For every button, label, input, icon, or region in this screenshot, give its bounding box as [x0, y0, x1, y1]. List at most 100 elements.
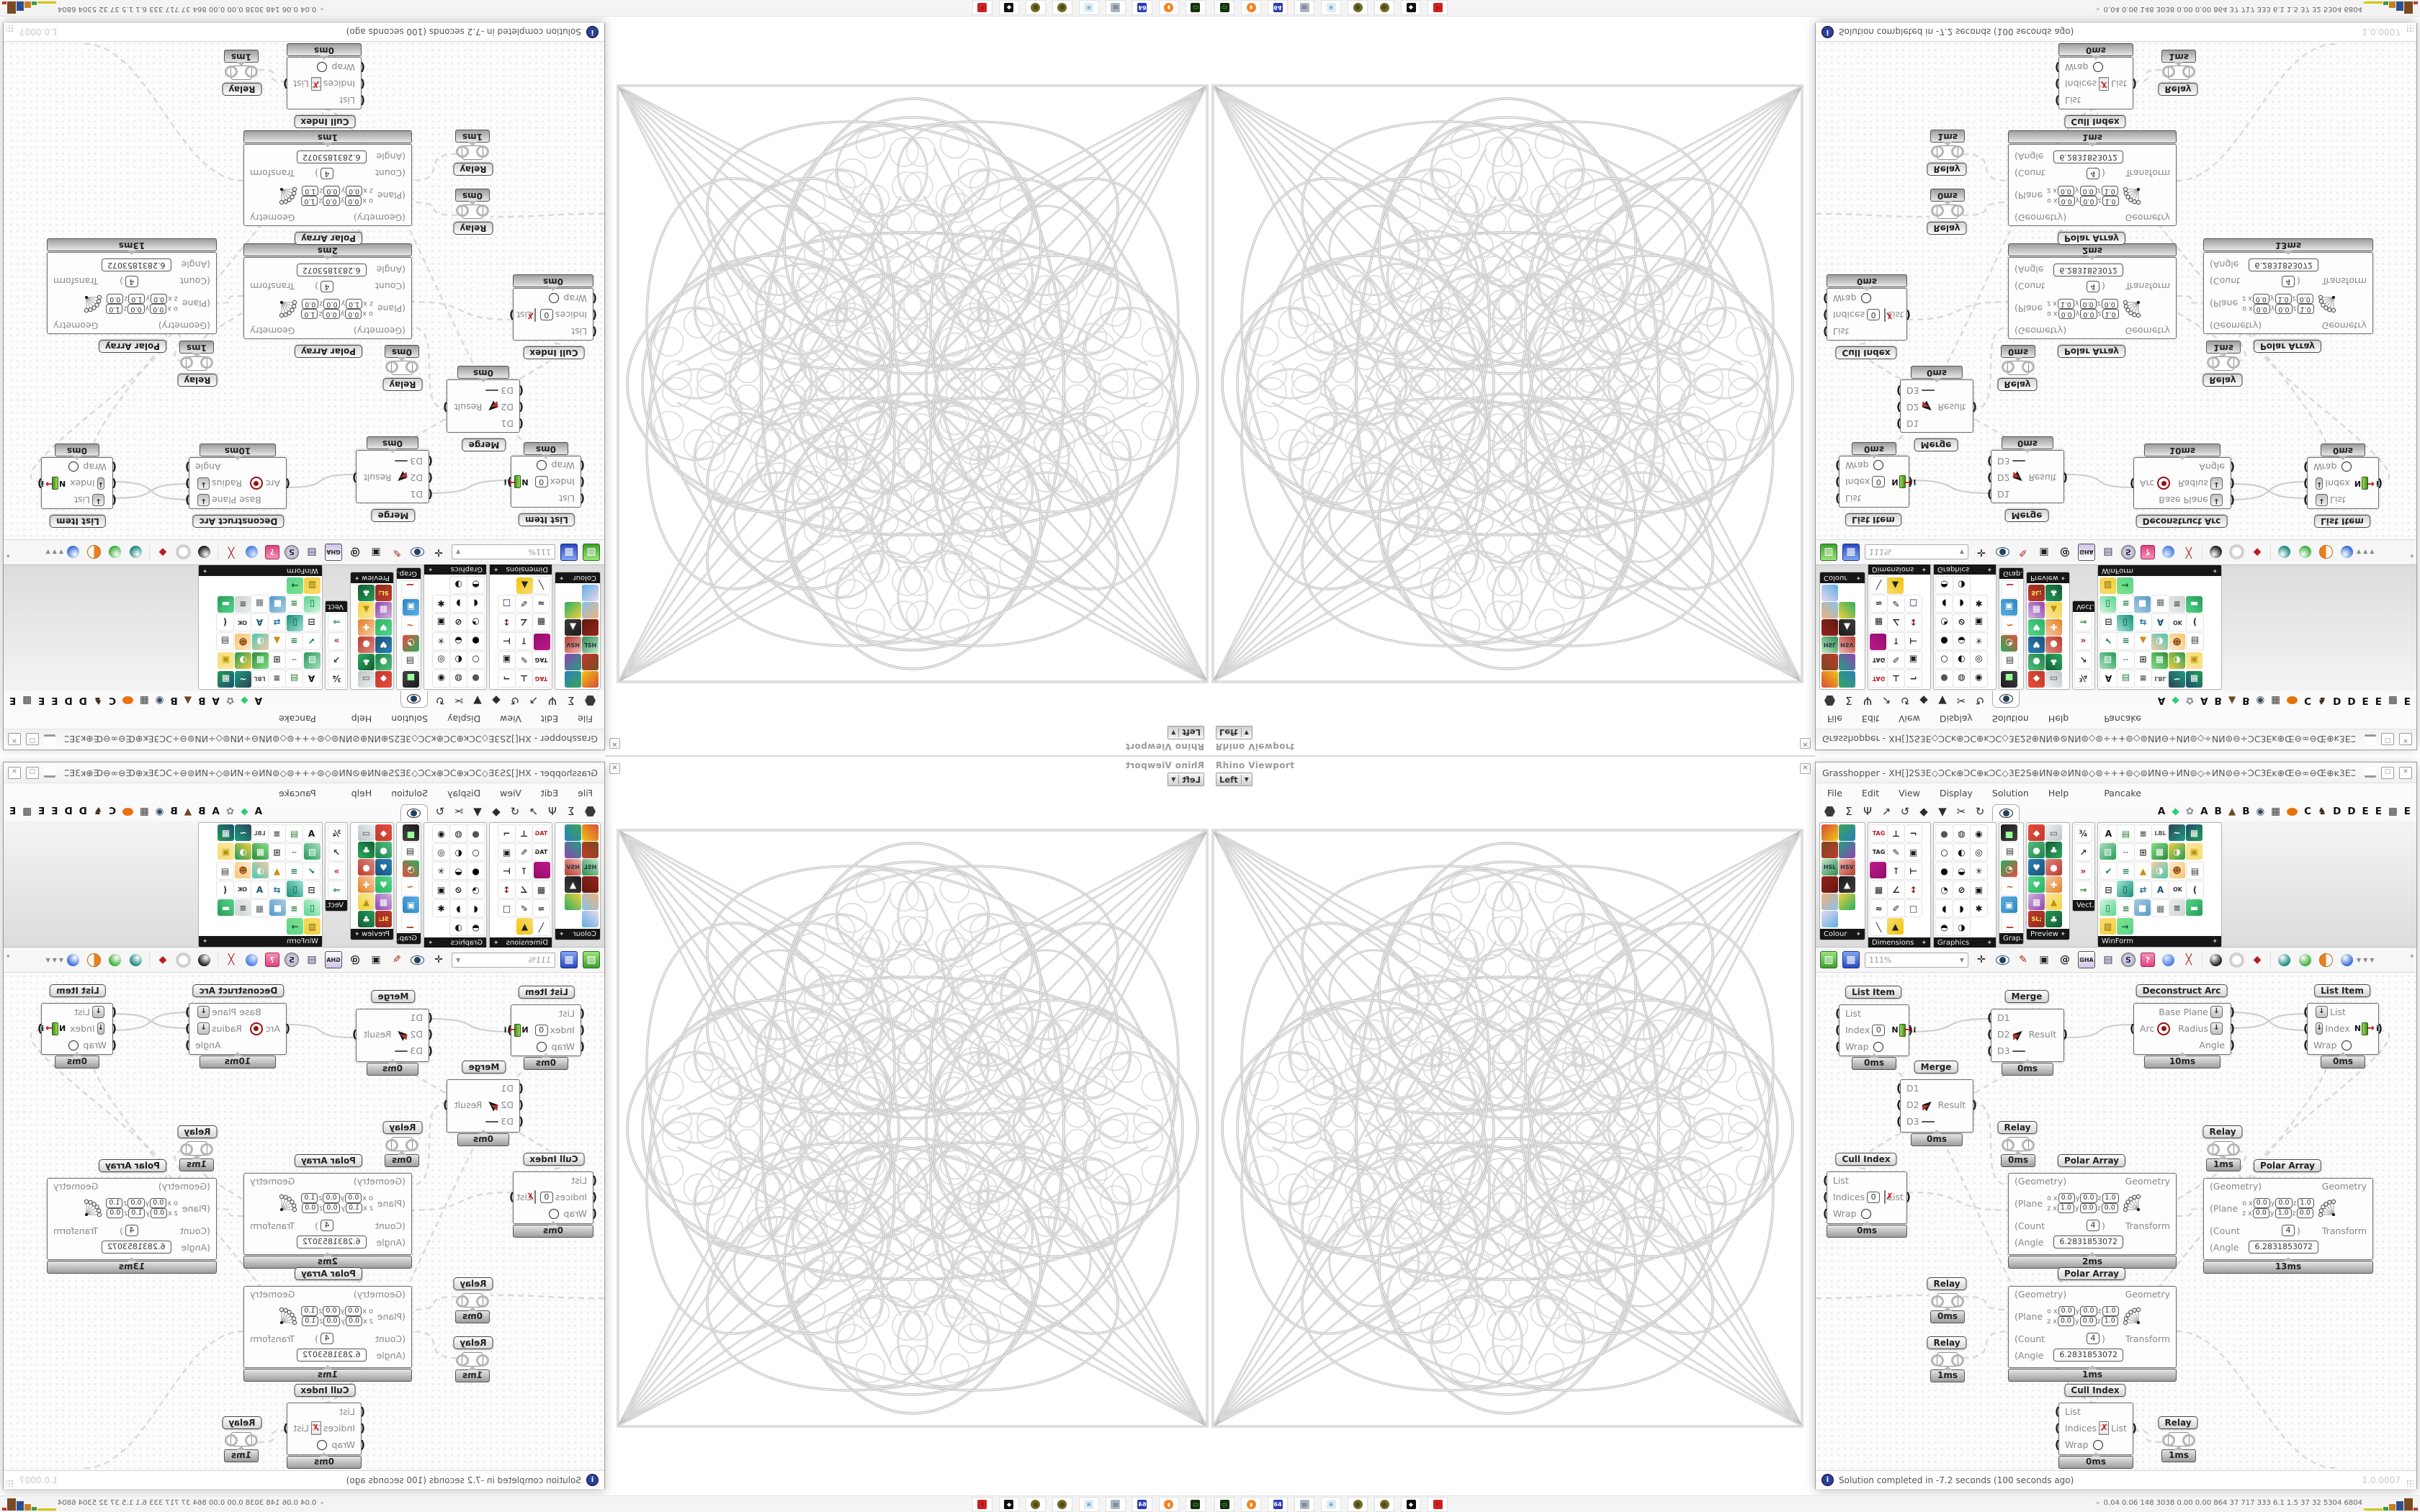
wire-hook[interactable]: (	[1823, 1206, 1828, 1220]
ribbon-icon[interactable]: ⇄	[2134, 881, 2152, 899]
ribbon-icon[interactable]: ◔	[467, 613, 485, 631]
plugin-tab-ellipse-icon[interactable]	[122, 807, 133, 816]
ribbon-icon[interactable]: ✚	[358, 876, 375, 893]
plugin-tab-15[interactable]: E	[2375, 695, 2382, 706]
ribbon-icon[interactable]	[582, 602, 599, 618]
wire-hook[interactable]: (	[2055, 1437, 2060, 1451]
green-sphere-icon[interactable]	[107, 952, 123, 968]
ribbon-icon[interactable]: ▦	[251, 899, 269, 917]
ribbon-icon[interactable]	[582, 824, 599, 841]
wire-hook[interactable]: (	[402, 151, 405, 163]
tab-category-icon-5[interactable]: ◆	[492, 805, 501, 818]
tab-params-icon[interactable]	[1824, 806, 1835, 816]
node-canvas[interactable]: List Item(List(Index 0 N → i)(Wrap 0ms Merge(D…	[1816, 42, 2416, 539]
ribbon-icon[interactable]: »	[328, 862, 346, 880]
component-dearc[interactable]: Base Plane ↓)(Arc Radius ↓) Angle)	[185, 1003, 290, 1055]
wire-hook[interactable]: (	[1896, 401, 1901, 415]
inkscape-icon[interactable]: ◆	[1401, 0, 1421, 15]
black-sphere-icon[interactable]	[2208, 544, 2223, 560]
ribbon-icon[interactable]: HSV	[1839, 859, 1855, 876]
value-chip[interactable]: 0.0	[2079, 1203, 2097, 1213]
ribbon-icon[interactable]: ♣	[358, 585, 375, 601]
wire-hook[interactable]: )	[2230, 1004, 2235, 1018]
wire-hook[interactable]: )	[2063, 472, 2068, 485]
ribbon-icon[interactable]: ▤	[2186, 632, 2204, 650]
ribbon-icon[interactable]: ↕	[498, 881, 516, 899]
preview-eye-icon[interactable]	[410, 544, 426, 560]
component-parray[interactable]: (Geometry Geometry )(Plane o x 0.0 y 0.0 z 1.0 z…	[2008, 144, 2177, 226]
ribbon-icon[interactable]: A	[2151, 613, 2169, 631]
value-chip[interactable]: 0.0	[2252, 1208, 2269, 1218]
notepad-icon[interactable]: ≡	[1079, 1497, 1099, 1512]
plugin-tab-17[interactable]: E	[2403, 695, 2411, 706]
ribbon-icon[interactable]: ▲	[2134, 632, 2152, 650]
wrap-toggle-icon[interactable]	[2341, 1040, 2352, 1050]
ribbon-icon[interactable]: ▅	[2001, 671, 2017, 688]
wire-hook[interactable]: (	[360, 1404, 365, 1418]
wire-hook[interactable]: )	[185, 494, 190, 508]
ribbon-icon[interactable]	[582, 585, 599, 601]
teal-sphere-icon[interactable]	[2276, 544, 2292, 560]
ribbon-icon[interactable]: A	[2099, 670, 2118, 688]
ribbon-icon[interactable]: SL;	[2028, 585, 2045, 601]
wire-hook[interactable]: (	[592, 1173, 597, 1187]
value-chip[interactable]: 0.0	[127, 1198, 145, 1208]
wire-sphere-icon[interactable]	[176, 952, 192, 968]
ribbon-icon[interactable]	[582, 842, 599, 858]
component-cull[interactable]: (List(IndicesList)(Wrap	[283, 57, 365, 109]
coin-icon-2[interactable]: ●	[1026, 1497, 1046, 1512]
close-window-icon[interactable]: ✕	[8, 733, 21, 745]
ribbon-icon[interactable]: ⇄	[2134, 613, 2152, 631]
ribbon-icon[interactable]: ▤	[2117, 824, 2135, 842]
wire-hook[interactable]: (	[1835, 476, 1840, 490]
gha-export-icon[interactable]: GHA	[2078, 544, 2095, 561]
menu-view[interactable]: View	[1899, 714, 1920, 725]
plugin-tab-13[interactable]: D	[2347, 806, 2356, 817]
value-chip[interactable]: 1.0	[106, 1198, 123, 1208]
component-label-parray[interactable]: Polar Array	[294, 232, 363, 245]
ribbon-icon[interactable]: ⊞	[2134, 651, 2152, 669]
ribbon-icon[interactable]: SL;	[375, 585, 392, 601]
plugin-tab-ellipse-icon[interactable]	[122, 696, 133, 705]
wire-hook[interactable]: )	[443, 401, 448, 415]
component-cull[interactable]: (List(Indices0List)(Wrap	[1823, 288, 1911, 341]
component-label-listitem[interactable]: List Item	[50, 984, 106, 997]
value-chip[interactable]: 0.0	[323, 1203, 341, 1213]
ribbon-icon[interactable]: ▦	[2028, 894, 2045, 910]
plugin-tab-11[interactable]: ♞	[2317, 806, 2327, 817]
plugin-tab-5[interactable]: ▲	[2228, 806, 2236, 817]
value-chip[interactable]: 4	[2282, 1225, 2295, 1236]
ribbon-icon[interactable]: ⇒	[328, 613, 346, 631]
ribbon-icon[interactable]	[1821, 654, 1838, 670]
ribbon-icon[interactable]: ▲	[516, 577, 533, 594]
ribbon-icon[interactable]: HSL	[582, 636, 599, 653]
component-parray[interactable]: (Geometry Geometry )(Plane o x 0.0 y 0.0 z 1.0 z…	[47, 252, 217, 334]
value-chip[interactable]: 0.0	[2296, 294, 2313, 304]
ribbon-icon[interactable]: ◑	[252, 862, 269, 878]
component-listitem[interactable]: (List(Index 0 N → i)(Wrap	[504, 456, 585, 508]
wire-hook[interactable]: (	[1987, 472, 1992, 485]
plugin-tab-2[interactable]: ✿	[2185, 695, 2195, 706]
ribbon-icon[interactable]: ≡	[2134, 670, 2152, 688]
chevron-down-icon[interactable]: ▼	[2370, 549, 2375, 556]
ribbon-icon[interactable]: ✚	[358, 619, 375, 636]
ribbon-icon[interactable]	[1839, 671, 1855, 688]
ribbon-icon[interactable]: ⊢	[498, 862, 516, 880]
component-label-listitem[interactable]: List Item	[2314, 984, 2370, 997]
ribbon-icon[interactable]: ◓	[467, 576, 485, 594]
value-chip[interactable]: 0.0	[2079, 1316, 2097, 1326]
component-label-listitem[interactable]: List Item	[519, 986, 575, 999]
ribbon-icon[interactable]: ≡	[285, 899, 303, 917]
ribbon-icon[interactable]: ◑	[1953, 918, 1971, 936]
tab-category-icon-8[interactable]: ↻	[1975, 805, 1985, 818]
wire-hook[interactable]: )	[2063, 1027, 2068, 1040]
ribbon-icon[interactable]: ▤	[216, 632, 234, 650]
plugin-tab-6[interactable]: B	[2242, 806, 2250, 817]
wire-hook[interactable]: (	[2303, 494, 2308, 508]
value-chip[interactable]: 6.2831853072	[297, 1236, 367, 1248]
wire-hook[interactable]: (	[2055, 61, 2060, 75]
component-listitem[interactable]: (List(Index 0 N → i)(Wrap	[1835, 1004, 1916, 1056]
wire-hook[interactable]: )	[507, 476, 512, 490]
coin-icon[interactable]: ●	[1348, 1497, 1368, 1512]
component-label-relay[interactable]: Relay	[222, 83, 262, 96]
